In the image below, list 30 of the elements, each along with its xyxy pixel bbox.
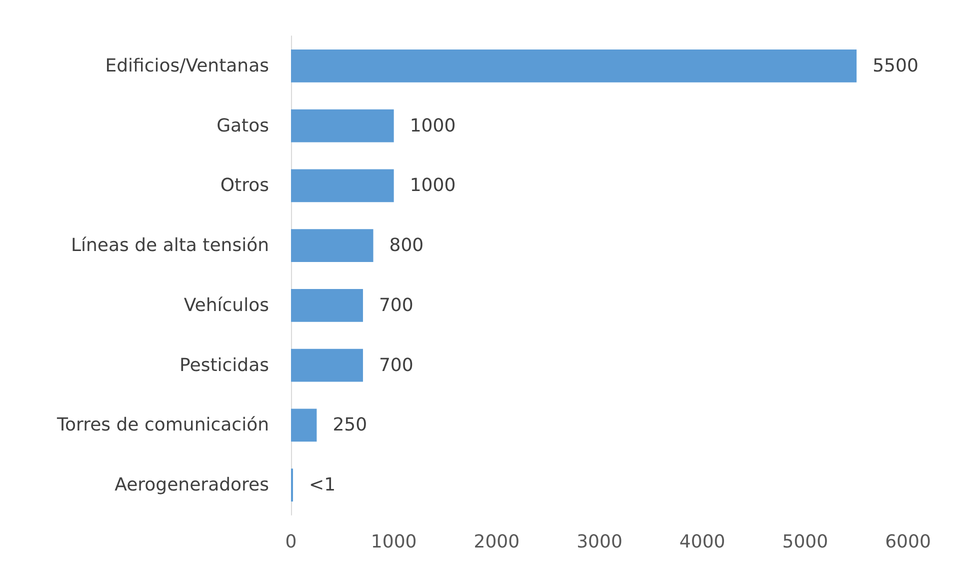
y-tick-label: Vehículos bbox=[184, 294, 269, 316]
data-label: 1000 bbox=[410, 115, 456, 136]
data-label: 1000 bbox=[410, 175, 456, 196]
y-tick-label: Pesticidas bbox=[180, 354, 269, 376]
bar bbox=[291, 408, 317, 442]
bar bbox=[291, 229, 374, 262]
data-label: 700 bbox=[378, 294, 414, 316]
bar bbox=[291, 169, 394, 202]
y-tick-label: Edificios/Ventanas bbox=[105, 55, 269, 76]
bar bbox=[291, 49, 857, 82]
y-tick-label: Otros bbox=[220, 175, 269, 196]
x-tick-label: 6000 bbox=[885, 532, 931, 552]
data-label: 700 bbox=[378, 354, 414, 376]
y-tick-label: Líneas de alta tensión bbox=[70, 235, 269, 256]
x-tick-label: 1000 bbox=[370, 532, 417, 552]
y-tick-label: Torres de comunicación bbox=[56, 414, 269, 436]
data-label: 800 bbox=[389, 235, 424, 256]
y-tick-label: Gatos bbox=[216, 115, 269, 136]
data-label: <1 bbox=[309, 474, 336, 496]
x-tick-label: 5000 bbox=[782, 532, 828, 552]
x-tick-label: 0 bbox=[285, 532, 297, 552]
bar bbox=[291, 109, 394, 142]
x-tick-label: 4000 bbox=[679, 532, 726, 552]
x-tick-label: 3000 bbox=[576, 532, 622, 552]
data-label: 250 bbox=[332, 414, 368, 436]
y-tick-label: Aerogeneradores bbox=[114, 474, 269, 496]
data-label: 5500 bbox=[872, 55, 918, 76]
bar bbox=[291, 288, 363, 322]
x-tick-label: 2000 bbox=[474, 532, 520, 552]
bar bbox=[291, 348, 363, 382]
